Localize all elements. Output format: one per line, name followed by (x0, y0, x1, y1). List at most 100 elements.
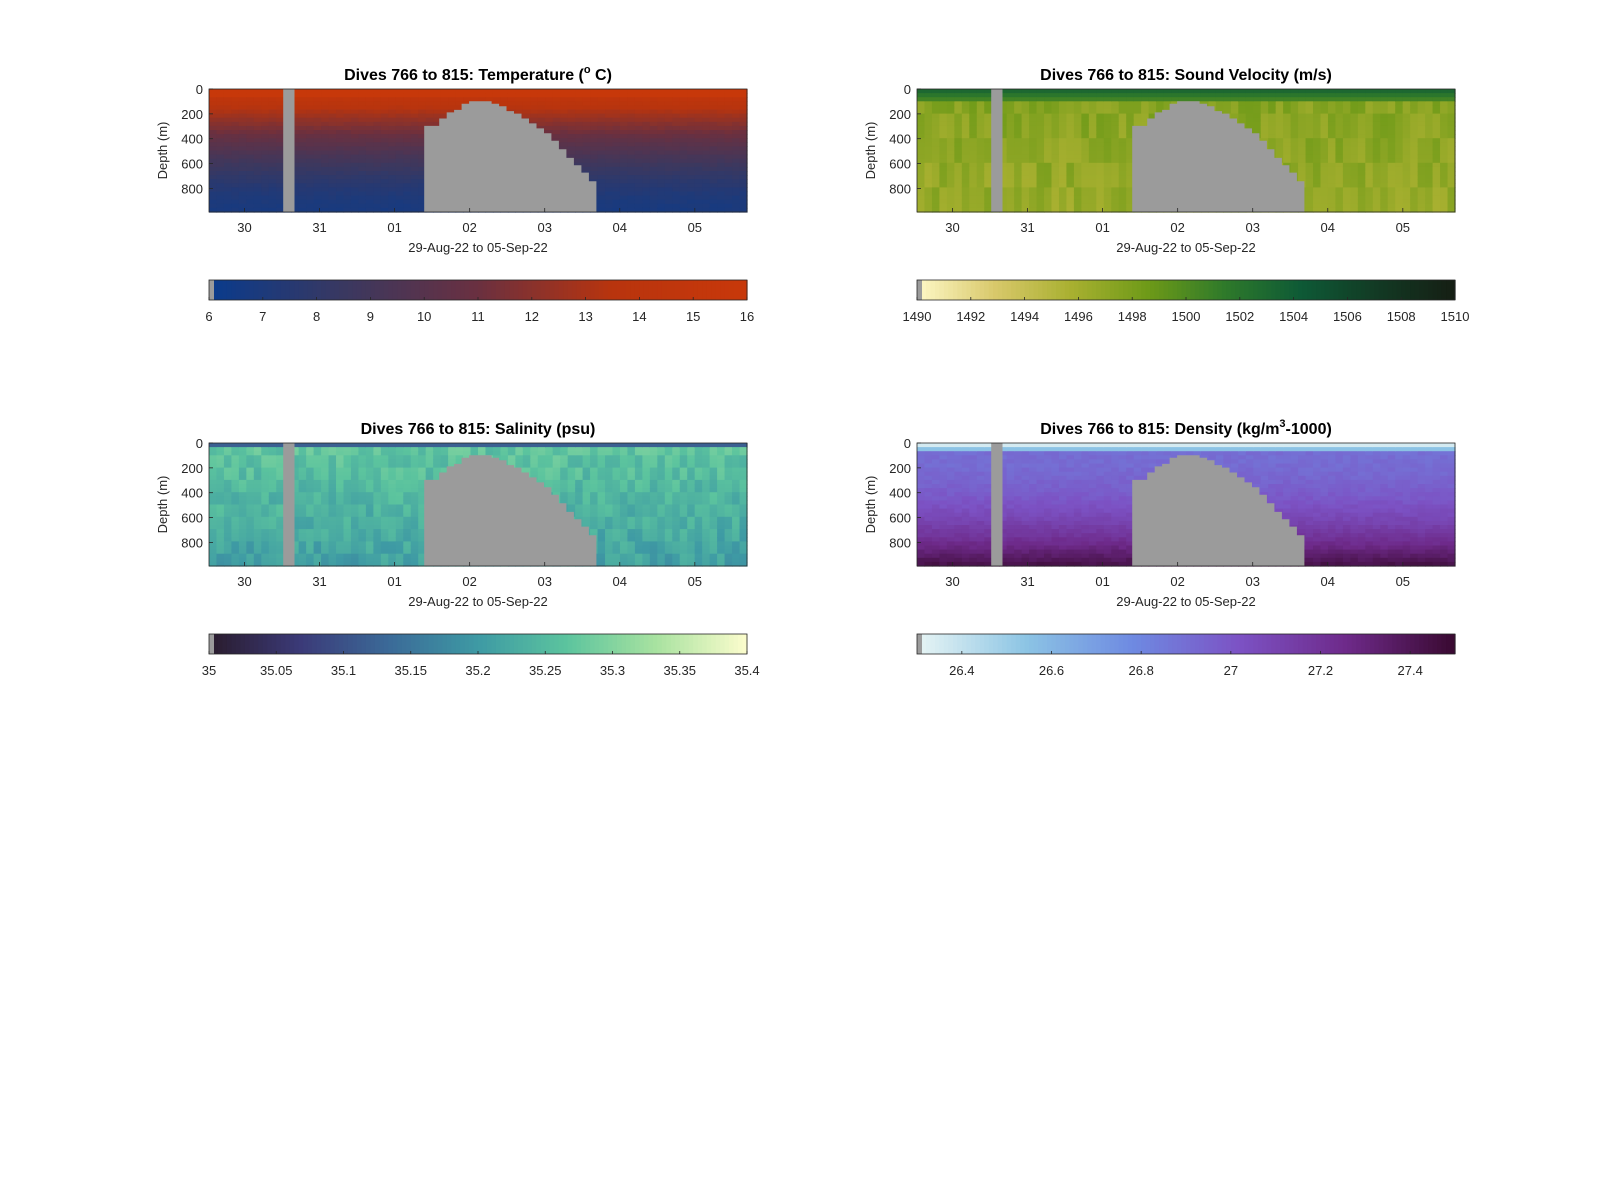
heatmap-cell (924, 121, 933, 127)
heatmap-cell (724, 134, 733, 139)
colorbar-segment (643, 280, 649, 300)
heatmap-cell (1402, 187, 1411, 193)
colorbar-segment (666, 280, 672, 300)
heatmap-cell (373, 150, 382, 156)
heatmap-cell (717, 203, 726, 209)
heatmap-cell (694, 125, 703, 131)
colorbar-segment (1011, 280, 1017, 300)
heatmap-cell (1275, 130, 1284, 135)
heatmap-cell (216, 199, 225, 205)
heatmap-cell (268, 561, 277, 567)
heatmap-cell (507, 89, 516, 94)
colorbar-segment (1401, 280, 1407, 300)
heatmap-cell (1238, 93, 1247, 98)
heatmap-cell (1238, 117, 1247, 123)
heatmap-cell (1021, 138, 1030, 143)
heatmap-cell (291, 113, 300, 119)
heatmap-cell (253, 455, 262, 460)
heatmap-cell (261, 508, 270, 514)
heatmap-cell (931, 203, 941, 209)
heatmap-cell (597, 109, 606, 115)
heatmap-cell (724, 146, 733, 152)
heatmap-cell (1133, 97, 1142, 102)
heatmap-cell (567, 89, 576, 94)
colorbar-segment (428, 280, 434, 300)
heatmap-cell (924, 97, 933, 102)
heatmap-cell (365, 105, 374, 111)
heatmap-cell (433, 105, 442, 111)
heatmap-cell (1365, 150, 1374, 156)
heatmap-cell (1088, 109, 1097, 115)
heatmap-cell (582, 93, 591, 98)
heatmap-cell (1395, 113, 1404, 119)
heatmap-cell (380, 195, 389, 201)
heatmap-cell (687, 89, 696, 94)
heatmap-cell (1447, 158, 1456, 164)
heatmap-cell (276, 467, 285, 473)
heatmap-cell (1395, 101, 1404, 106)
colorbar-segment (226, 280, 233, 300)
heatmap-cell (560, 146, 569, 152)
heatmap-cell (1029, 154, 1038, 160)
heatmap-cell (931, 175, 941, 180)
heatmap-cell (403, 138, 412, 143)
heatmap-cell (1372, 183, 1381, 188)
heatmap-cell (999, 175, 1008, 180)
heatmap-cell (1268, 113, 1277, 119)
heatmap-cell (1036, 150, 1045, 156)
heatmap-cell (231, 195, 240, 201)
heatmap-cell (1290, 154, 1299, 160)
heatmap-cell (1305, 175, 1314, 180)
heatmap-cell (223, 496, 233, 501)
heatmap-cell (724, 154, 733, 160)
heatmap-cell (350, 195, 360, 201)
colorbar-segment (1015, 280, 1021, 300)
heatmap-cell (999, 207, 1008, 213)
heatmap-cell (999, 150, 1008, 156)
colorbar-segment (1114, 280, 1120, 300)
colorbar-segment (1230, 280, 1236, 300)
colorbar-segment (1002, 280, 1008, 300)
heatmap-cell (702, 97, 711, 102)
heatmap-cell (298, 146, 307, 152)
heatmap-cell (1118, 101, 1127, 106)
heatmap-cell (1058, 175, 1068, 180)
heatmap-cell (1021, 109, 1030, 115)
heatmap-cell (1417, 113, 1426, 119)
heatmap-cell (223, 537, 233, 542)
heatmap-cell (1103, 97, 1112, 102)
heatmap-cell (403, 117, 412, 123)
heatmap-cell (582, 113, 591, 119)
heatmap-cell (931, 130, 941, 135)
heatmap-cell (1357, 138, 1366, 143)
heatmap-cell (261, 150, 270, 156)
heatmap-cell (917, 166, 926, 172)
heatmap-cell (276, 195, 285, 201)
heatmap-cell (672, 195, 681, 201)
heatmap-cell (1029, 89, 1038, 94)
heatmap-cell (1432, 105, 1441, 111)
heatmap-cell (717, 113, 726, 119)
heatmap-cell (612, 89, 621, 94)
heatmap-cell (373, 97, 382, 102)
heatmap-cell (395, 203, 404, 209)
colorbar-segment (460, 280, 466, 300)
heatmap-cell (567, 105, 576, 111)
heatmap-cell (1081, 158, 1090, 164)
heatmap-cell (1298, 105, 1307, 111)
heatmap-cell (231, 138, 240, 143)
heatmap-cell (946, 138, 955, 143)
heatmap-cell (238, 195, 247, 201)
heatmap-cell (253, 166, 262, 172)
colorbar-segment (1194, 280, 1201, 300)
heatmap-cell (917, 191, 926, 197)
heatmap-cell (597, 175, 606, 180)
heatmap-cell (1036, 125, 1045, 131)
heatmap-cell (365, 89, 374, 94)
heatmap-cell (261, 117, 270, 123)
heatmap-cell (1260, 121, 1269, 127)
heatmap-cell (1111, 183, 1120, 188)
heatmap-cell (672, 183, 681, 188)
heatmap-cell (1118, 158, 1127, 164)
heatmap-cell (627, 93, 636, 98)
